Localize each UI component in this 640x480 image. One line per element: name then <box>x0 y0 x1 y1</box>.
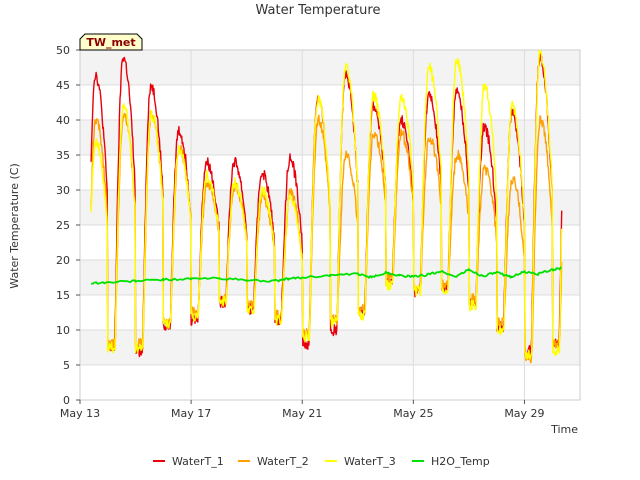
annotation-box: TW_met <box>79 33 143 51</box>
y-tick-label: 10 <box>56 324 70 337</box>
legend: WaterT_1 WaterT_2 WaterT_3 H2O_Temp <box>153 455 490 468</box>
y-tick-label: 40 <box>56 114 70 127</box>
y-tick-label: 35 <box>56 149 70 162</box>
y-axis-label: Water Temperature (C) <box>8 163 21 288</box>
legend-label-watert_2: WaterT_2 <box>257 455 309 468</box>
series-line-watert_2 <box>90 110 563 364</box>
x-tick-label: May 13 <box>60 407 100 420</box>
legend-label-watert_1: WaterT_1 <box>172 455 224 468</box>
legend-label-h2o_temp: H2O_Temp <box>431 455 490 468</box>
y-tick-label: 0 <box>63 394 70 407</box>
series-line-h2o_temp <box>91 266 562 285</box>
x-tick-label: May 29 <box>504 407 544 420</box>
y-tick-label: 30 <box>56 184 70 197</box>
y-axis: 0 5 10 15 20 25 30 35 40 45 50 <box>56 44 80 407</box>
chart-title: Water Temperature <box>256 3 381 18</box>
background-band <box>80 330 580 365</box>
y-tick-label: 50 <box>56 44 70 57</box>
y-tick-label: 45 <box>56 79 70 92</box>
x-axis: May 13 May 17 May 21 May 25 May 29 <box>60 400 545 420</box>
annotation-box-shape <box>79 33 143 51</box>
annotation-text: TW_met <box>86 36 135 49</box>
y-tick-label: 5 <box>63 359 70 372</box>
series-lines <box>90 49 563 364</box>
x-tick-label: May 25 <box>393 407 433 420</box>
y-tick-label: 20 <box>56 254 70 267</box>
y-tick-label: 15 <box>56 289 70 302</box>
x-tick-label: May 17 <box>171 407 211 420</box>
series-line-watert_3 <box>90 49 563 360</box>
y-tick-label: 25 <box>56 219 70 232</box>
legend-label-watert_3: WaterT_3 <box>344 455 396 468</box>
background-band <box>80 120 580 155</box>
x-tick-label: May 21 <box>282 407 322 420</box>
background-band <box>80 50 580 85</box>
x-axis-label: Time <box>550 423 578 436</box>
